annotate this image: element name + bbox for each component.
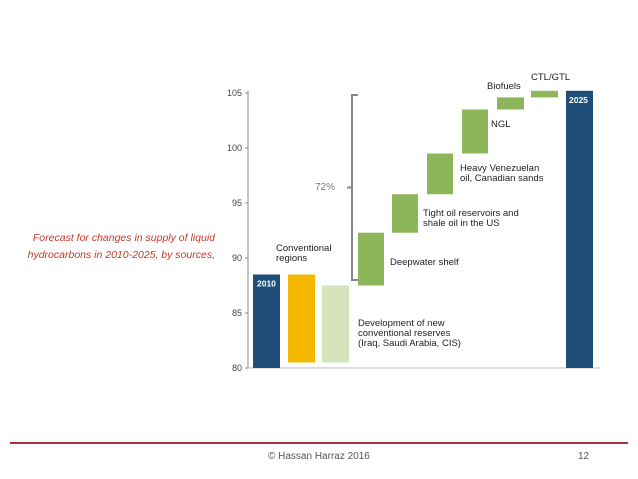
caption-line-1: Forecast for changes in supply of liquid	[32, 232, 215, 244]
label-tight-oil-line-1: Tight oil reservoirs and	[423, 208, 519, 219]
bar-heavy-oil	[427, 153, 453, 195]
label-biofuels-line-1: Biofuels	[487, 81, 521, 92]
footer-copyright: © Hassan Harraz 2016	[268, 451, 370, 462]
label-new-conventional-reserves-line-3: (Iraq, Saudi Arabia, CIS)	[358, 338, 461, 349]
label-2010: 2010	[257, 279, 276, 289]
bar-conventional-regions	[288, 274, 315, 363]
y-tick-label-85: 85	[232, 308, 242, 318]
label-ngl-line-1: NGL	[491, 119, 511, 130]
bar-2010	[253, 274, 280, 368]
label-heavy-oil-line-2: oil, Canadian sands	[460, 173, 544, 184]
bar-deepwater-shelf	[358, 232, 384, 286]
bar-ngl	[462, 109, 488, 154]
caption-line-2: hydrocarbons in 2010-2025, by sources,	[27, 249, 215, 261]
bar-biofuels	[497, 97, 524, 110]
y-tick-label-105: 105	[227, 88, 242, 98]
y-tick-label-80: 80	[232, 363, 242, 373]
bar-new-conventional-reserves	[322, 285, 349, 363]
y-tick-label-100: 100	[227, 143, 242, 153]
y-tick-label-90: 90	[232, 253, 242, 263]
y-tick-label-95: 95	[232, 198, 242, 208]
bar-ctl-gtl	[531, 90, 558, 98]
label-heavy-oil-line-1: Heavy Venezuelan	[460, 163, 539, 174]
bar-tight-oil	[392, 194, 418, 233]
label-ctl-gtl-line-1: CTL/GTL	[531, 72, 570, 83]
bar-2025	[566, 90, 593, 369]
waterfall-chart: 80 85 90 95 100 105 2010 2025 Conventionalregion…	[227, 72, 600, 373]
footer-divider	[10, 442, 628, 444]
label-tight-oil-line-2: shale oil in the US	[423, 218, 500, 229]
page-number: 12	[578, 451, 590, 462]
label-conventional-regions-line-2: regions	[276, 253, 307, 264]
label-new-conventional-reserves-line-2: conventional reserves	[358, 328, 451, 339]
bracket-label: 72%	[315, 182, 335, 193]
label-new-conventional-reserves-line-1: Development of new	[358, 318, 445, 329]
label-2025: 2025	[569, 95, 588, 105]
chart-caption: Forecast for changes in supply of liquid…	[20, 230, 215, 270]
share-bracket	[351, 94, 358, 281]
label-conventional-regions-line-1: Conventional	[276, 243, 331, 254]
label-deepwater-shelf-line-1: Deepwater shelf	[390, 257, 459, 268]
